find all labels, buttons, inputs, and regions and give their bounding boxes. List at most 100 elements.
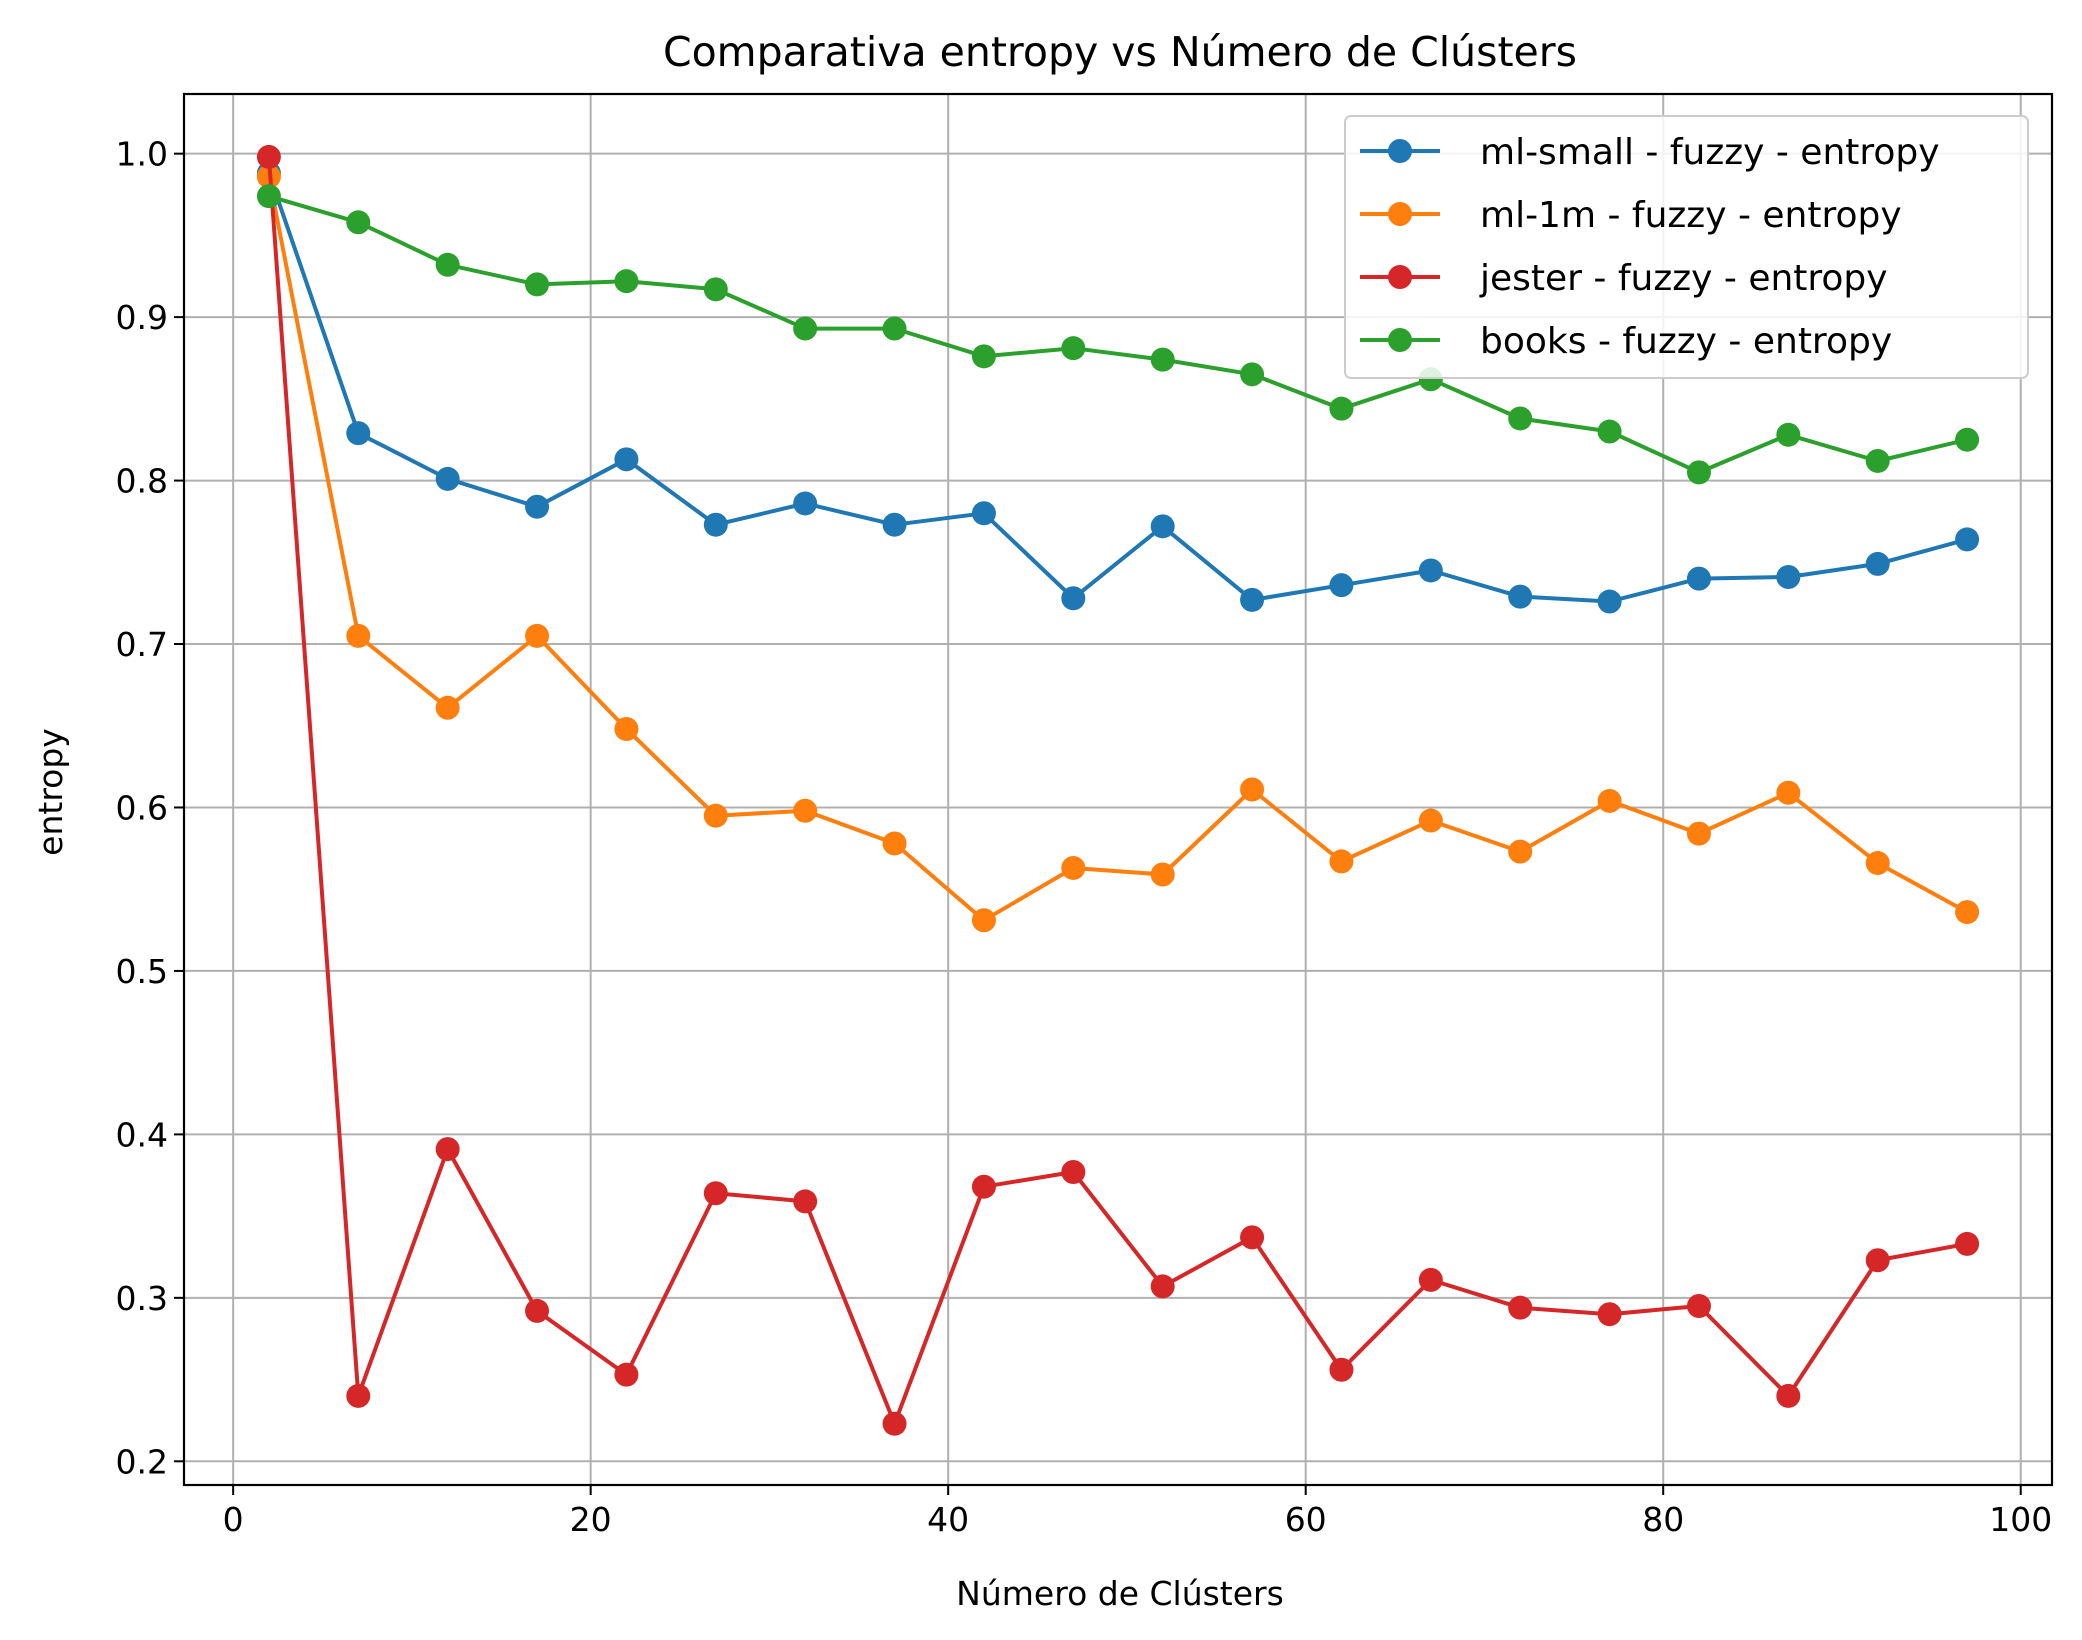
data-point — [1776, 1383, 1801, 1408]
series-2 — [256, 164, 1980, 933]
legend-label: jester - fuzzy - entropy — [1479, 258, 1888, 299]
data-point — [525, 272, 550, 297]
data-point — [1150, 862, 1175, 887]
legend-box — [1344, 115, 2029, 379]
data-point — [435, 466, 460, 491]
data-point — [1597, 589, 1622, 614]
data-point — [882, 1411, 907, 1436]
data-point — [1865, 1248, 1890, 1273]
data-point — [1418, 808, 1443, 833]
data-point — [1418, 1267, 1443, 1292]
grid — [184, 94, 2052, 1485]
y-tick-label: 0.8 — [116, 462, 168, 501]
data-point — [1329, 849, 1354, 874]
data-point — [435, 695, 460, 720]
data-point — [1240, 777, 1265, 802]
series-3 — [256, 144, 1980, 1436]
data-point — [1865, 448, 1890, 473]
legend-item: ml-small - fuzzy - entropy — [1360, 132, 1940, 173]
data-point — [1686, 821, 1711, 846]
data-point — [525, 1298, 550, 1323]
data-point — [793, 798, 818, 823]
data-point — [346, 210, 371, 235]
y-tick-label: 0.9 — [116, 298, 168, 337]
data-point — [346, 623, 371, 648]
x-tick-label: 100 — [1989, 1500, 2052, 1539]
chart-title: Comparativa entropy vs Número de Clúster… — [663, 28, 1577, 76]
series-4 — [256, 184, 1980, 485]
data-point — [1865, 851, 1890, 876]
data-point — [1865, 551, 1890, 576]
data-point — [1061, 855, 1086, 880]
data-point — [971, 344, 996, 369]
legend-label: ml-1m - fuzzy - entropy — [1480, 195, 1902, 236]
axis-ticks: 0 20 40 60 80 100 0.2 0.3 0.4 0.5 0.6 0.7 0.8 0.9 1.0 — [116, 135, 2053, 1539]
data-point — [793, 316, 818, 341]
plot-frame — [182, 92, 2054, 1487]
data-point — [1776, 565, 1801, 590]
data-point — [614, 1362, 639, 1387]
series-line — [268, 194, 1968, 475]
data-point — [1061, 586, 1086, 611]
data-point — [793, 491, 818, 516]
data-point — [1955, 900, 1980, 925]
y-tick-label: 0.7 — [116, 625, 168, 664]
data-point — [435, 252, 460, 277]
y-tick-label: 0.4 — [116, 1115, 168, 1154]
data-point — [1418, 558, 1443, 583]
data-point — [1955, 1231, 1980, 1256]
x-tick-label: 60 — [1285, 1500, 1327, 1539]
data-point — [1686, 460, 1711, 485]
data-point — [882, 316, 907, 341]
legend-item: ml-1m - fuzzy - entropy — [1360, 195, 1902, 236]
data-point — [1240, 362, 1265, 387]
data-point — [256, 144, 281, 169]
data-point — [1150, 1274, 1175, 1299]
data-point — [971, 501, 996, 526]
data-point — [703, 1181, 728, 1206]
legend-item: jester - fuzzy - entropy — [1360, 258, 1888, 299]
series-group — [256, 144, 1980, 1436]
data-point — [793, 1189, 818, 1214]
y-tick-label: 0.3 — [116, 1279, 168, 1318]
data-point — [256, 184, 281, 209]
data-point — [346, 421, 371, 446]
legend-marker — [1388, 328, 1412, 352]
data-point — [703, 512, 728, 537]
legend-item: books - fuzzy - entropy — [1360, 321, 1892, 362]
y-tick-label: 0.5 — [116, 952, 168, 991]
series-line — [266, 176, 1969, 923]
data-point — [1329, 573, 1354, 598]
data-point — [525, 494, 550, 519]
data-point — [435, 1137, 460, 1162]
data-point — [1508, 584, 1533, 609]
legend-label: books - fuzzy - entropy — [1480, 321, 1892, 362]
data-point — [971, 1174, 996, 1199]
data-point — [1150, 347, 1175, 372]
legend-marker — [1388, 202, 1412, 226]
x-tick-label: 20 — [570, 1500, 612, 1539]
data-point — [614, 269, 639, 294]
y-tick-label: 1.0 — [116, 135, 168, 174]
data-point — [1776, 422, 1801, 447]
series-line — [266, 156, 1968, 1426]
data-point — [1955, 527, 1980, 552]
data-point — [1776, 780, 1801, 805]
data-point — [703, 277, 728, 302]
data-point — [614, 717, 639, 742]
y-axis-label: entropy — [31, 728, 70, 856]
data-point — [1508, 1295, 1533, 1320]
data-point — [1597, 1302, 1622, 1327]
legend-label: ml-small - fuzzy - entropy — [1480, 132, 1940, 173]
data-point — [1240, 1225, 1265, 1250]
data-point — [882, 512, 907, 537]
data-point — [346, 1383, 371, 1408]
x-tick-label: 0 — [223, 1500, 244, 1539]
data-point — [1597, 788, 1622, 813]
data-point — [1150, 514, 1175, 539]
data-point — [1061, 336, 1086, 361]
y-tick-label: 0.6 — [116, 788, 168, 827]
legend-marker — [1388, 265, 1412, 289]
data-point — [614, 447, 639, 472]
